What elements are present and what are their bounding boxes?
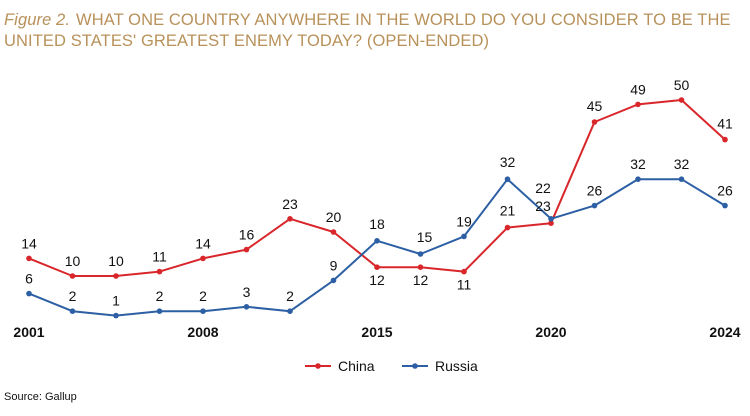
china-data-label: 21 bbox=[500, 203, 516, 219]
china-point bbox=[548, 220, 554, 226]
china-point bbox=[635, 101, 641, 108]
china-series-line bbox=[28, 99, 726, 277]
russia-point bbox=[461, 233, 467, 240]
china-point bbox=[69, 273, 76, 279]
china-point bbox=[678, 97, 685, 103]
china-data-label: 50 bbox=[674, 77, 690, 93]
russia-data-label: 1 bbox=[112, 293, 120, 309]
question-text: WHAT ONE COUNTRY ANYWHERE IN THE WORLD D… bbox=[4, 11, 731, 50]
china-point bbox=[461, 268, 467, 275]
russia-point bbox=[287, 308, 293, 315]
china-data-label: 14 bbox=[195, 235, 211, 251]
x-tick-label: 2001 bbox=[13, 324, 44, 340]
x-tick-label: 2008 bbox=[187, 324, 218, 340]
china-point bbox=[417, 264, 424, 271]
russia-point bbox=[113, 312, 119, 319]
russia-data-label: 2 bbox=[156, 288, 164, 304]
china-legend-label: China bbox=[338, 358, 375, 374]
russia-point bbox=[678, 176, 685, 182]
russia-point bbox=[548, 216, 554, 222]
russia-point bbox=[200, 308, 206, 315]
source-note: Source: Gallup bbox=[4, 391, 77, 403]
china-point bbox=[243, 246, 250, 253]
russia-data-label: 32 bbox=[674, 156, 690, 172]
china-data-label: 41 bbox=[717, 116, 733, 132]
russia-point bbox=[374, 238, 380, 244]
china-data-label: 12 bbox=[369, 272, 385, 288]
russia-data-label: 32 bbox=[500, 154, 516, 170]
china-point bbox=[200, 255, 206, 262]
chart-title: Figure 2. WHAT ONE COUNTRY ANYWHERE IN TH… bbox=[4, 10, 746, 52]
china-data-label: 49 bbox=[630, 81, 646, 97]
china-point bbox=[287, 216, 293, 222]
china-data-label: 14 bbox=[21, 235, 37, 251]
russia-data-label: 19 bbox=[456, 213, 472, 229]
x-tick-label: 2015 bbox=[361, 324, 392, 340]
russia-point bbox=[504, 176, 511, 182]
china-legend-marker bbox=[315, 363, 321, 369]
russia-legend-label: Russia bbox=[435, 358, 478, 374]
russia-point bbox=[417, 251, 424, 257]
russia-point bbox=[591, 202, 598, 209]
russia-data-label: 26 bbox=[717, 183, 733, 199]
russia-data-label: 2 bbox=[69, 288, 77, 304]
russia-point bbox=[156, 308, 163, 315]
russia-data-label: 6 bbox=[25, 271, 33, 287]
russia-data-label: 15 bbox=[417, 229, 433, 245]
china-point bbox=[330, 229, 337, 235]
china-point bbox=[113, 273, 119, 279]
russia-data-label: 9 bbox=[330, 257, 338, 273]
china-data-label: 23 bbox=[282, 196, 298, 212]
russia-data-label: 32 bbox=[630, 156, 646, 172]
russia-data-label: 3 bbox=[243, 284, 251, 300]
x-tick-label: 2020 bbox=[535, 324, 566, 340]
russia-series-line bbox=[28, 178, 726, 317]
russia-point bbox=[69, 308, 76, 315]
figure-label: Figure 2. bbox=[4, 11, 71, 29]
china-point bbox=[591, 119, 598, 125]
russia-point bbox=[635, 176, 641, 182]
china-data-label: 45 bbox=[587, 98, 603, 114]
russia-point bbox=[243, 304, 250, 310]
china-point bbox=[156, 268, 163, 275]
russia-data-label: 23 bbox=[535, 198, 551, 214]
china-point bbox=[504, 224, 511, 231]
x-tick-label: 2024 bbox=[709, 324, 740, 340]
russia-data-label: 18 bbox=[369, 216, 385, 232]
russia-point bbox=[722, 202, 728, 209]
china-data-label: 12 bbox=[413, 272, 429, 288]
china-point bbox=[374, 264, 380, 271]
russia-data-label: 2 bbox=[199, 288, 207, 304]
china-data-label: 10 bbox=[108, 253, 124, 269]
china-data-label: 22 bbox=[535, 180, 551, 196]
russia-data-label: 2 bbox=[286, 288, 294, 304]
russia-legend-marker bbox=[412, 363, 418, 369]
china-point bbox=[722, 136, 728, 143]
china-data-label: 20 bbox=[326, 209, 342, 225]
russia-point bbox=[330, 277, 337, 284]
china-data-label: 11 bbox=[457, 277, 472, 293]
russia-point bbox=[26, 290, 32, 297]
china-data-label: 10 bbox=[65, 253, 81, 269]
china-data-label: 11 bbox=[152, 249, 167, 265]
china-data-label: 16 bbox=[239, 227, 255, 243]
china-point bbox=[26, 255, 32, 262]
russia-data-label: 26 bbox=[587, 183, 603, 199]
